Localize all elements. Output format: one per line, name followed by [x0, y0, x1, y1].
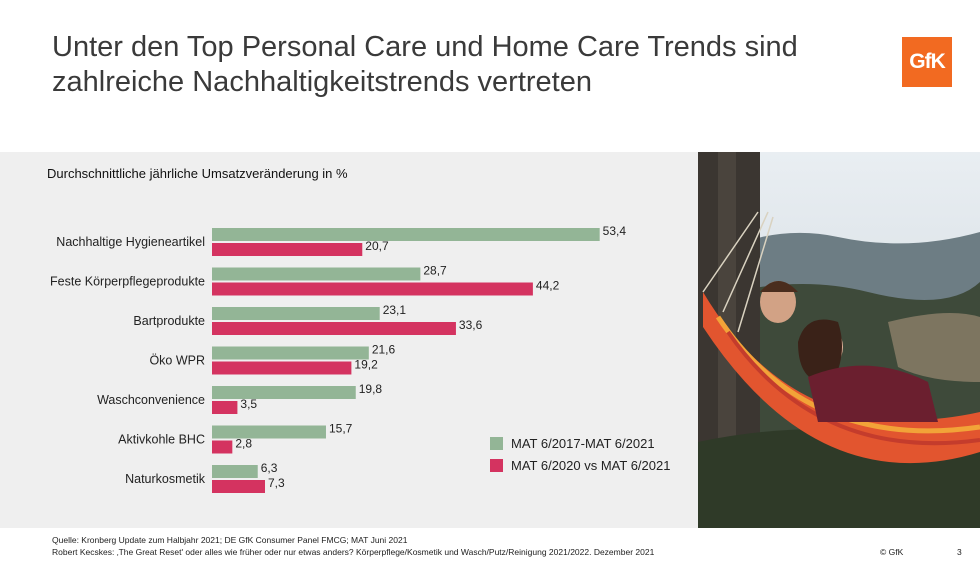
data-label-series1: 6,3 [261, 461, 278, 475]
bar-series2 [212, 440, 233, 454]
legend-swatch-series1 [490, 436, 503, 450]
bar-series1 [212, 307, 380, 320]
bar-series2 [212, 282, 533, 296]
bar-series1 [212, 425, 326, 439]
bar-series1 [212, 346, 369, 360]
data-label-series2: 7,3 [268, 476, 285, 490]
data-label-series1: 53,4 [603, 224, 627, 238]
bar-series1 [212, 228, 600, 241]
category-label: Aktivkohle BHC [118, 433, 205, 447]
copyright: © GfK [880, 547, 904, 557]
category-label: Waschconvenience [97, 393, 205, 407]
footer-source: Quelle: Kronberg Update zum Halbjahr 202… [52, 535, 408, 545]
gfk-logo: GfK [902, 37, 952, 87]
category-label: Naturkosmetik [125, 472, 206, 486]
bar-series2 [212, 243, 363, 256]
bar-series2 [212, 322, 456, 335]
legend-item-series2: MAT 6/2020 vs MAT 6/2021 [490, 455, 670, 475]
data-label-series1: 28,7 [423, 264, 447, 278]
legend-label-series1: MAT 6/2017-MAT 6/2021 [511, 435, 655, 451]
legend-label-series2: MAT 6/2020 vs MAT 6/2021 [511, 457, 671, 473]
category-label: Bartprodukte [133, 314, 205, 328]
bar-chart: Nachhaltige Hygieneartikel 53,4 20,7 Feste … [50, 224, 627, 493]
data-label-series1: 15,7 [329, 422, 353, 436]
data-label-series1: 23,1 [383, 303, 407, 317]
data-label-series2: 44,2 [536, 279, 560, 293]
chart-title: Durchschnittliche jährliche Umsatzveränd… [47, 166, 348, 181]
footer-reference: Robert Kecskes: ‚The Great Reset' oder a… [52, 547, 655, 557]
data-label-series2: 2,8 [235, 437, 252, 451]
bar-series1 [212, 465, 258, 478]
legend-item-series1: MAT 6/2017-MAT 6/2021 [490, 433, 670, 453]
category-label: Öko WPR [149, 354, 205, 368]
data-label-series1: 19,8 [359, 382, 383, 396]
chart-panel [0, 152, 698, 528]
data-label-series2: 33,6 [459, 318, 483, 332]
hammock-photo [698, 152, 980, 528]
data-label-series2: 19,2 [354, 358, 378, 372]
data-label-series2: 20,7 [365, 239, 389, 253]
bar-series2 [212, 361, 352, 375]
bar-series1 [212, 267, 421, 281]
page-number: 3 [957, 547, 962, 557]
legend-swatch-series2 [490, 458, 503, 472]
page-title: Unter den Top Personal Care und Home Car… [52, 31, 798, 98]
category-label: Nachhaltige Hygieneartikel [56, 235, 205, 249]
data-label-series2: 3,5 [240, 397, 257, 411]
bar-series1 [212, 386, 356, 399]
bar-series2 [212, 480, 265, 493]
data-label-series1: 21,6 [372, 343, 396, 357]
bar-series2 [212, 401, 238, 414]
category-label: Feste Körperpflegeprodukte [50, 275, 205, 289]
chart-legend: MAT 6/2017-MAT 6/2021 MAT 6/2020 vs MAT … [490, 433, 670, 477]
